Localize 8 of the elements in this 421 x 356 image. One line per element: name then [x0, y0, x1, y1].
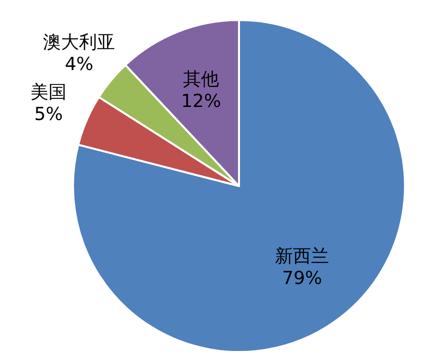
slice-label: 新西兰: [275, 246, 330, 267]
slice-label: 澳大利亚: [43, 32, 116, 54]
data-label: 12%: [181, 90, 222, 112]
slice-label: 美国: [30, 82, 67, 104]
data-label: 4%: [64, 54, 94, 76]
data-label: 79%: [282, 268, 322, 289]
data-label: 5%: [34, 104, 63, 126]
slice-label: 其他: [183, 68, 220, 90]
